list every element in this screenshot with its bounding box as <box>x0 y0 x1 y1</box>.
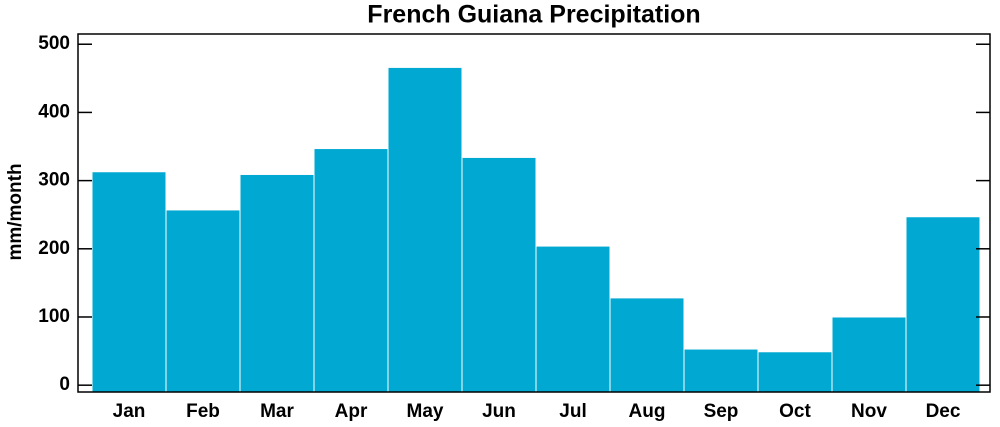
x-tick-label: Dec <box>926 401 961 422</box>
y-tick-label: 100 <box>38 306 70 327</box>
x-tick-label: Mar <box>260 401 294 422</box>
plot-frame <box>77 33 991 393</box>
bar <box>905 216 981 393</box>
y-tick-label: 0 <box>59 374 70 395</box>
x-tick-label: Jan <box>113 401 146 422</box>
x-tick-label: Aug <box>629 401 666 422</box>
y-tick-label: 400 <box>38 101 70 122</box>
x-tick-label: Oct <box>779 401 811 422</box>
x-tick-label: Feb <box>186 401 220 422</box>
x-tick-label: Sep <box>704 401 739 422</box>
bar <box>683 348 759 393</box>
x-tick-label: Jul <box>559 401 586 422</box>
bar <box>313 148 389 393</box>
x-tick-label: Jun <box>482 401 516 422</box>
chart-title: French Guiana Precipitation <box>367 1 700 29</box>
y-axis-label: mm/month <box>5 163 26 260</box>
bar <box>535 245 611 393</box>
y-tick-label: 200 <box>38 238 70 259</box>
bar <box>239 173 315 393</box>
x-tick-label: May <box>407 401 444 422</box>
x-tick-label: Nov <box>851 401 887 422</box>
y-tick-label: 300 <box>38 170 70 191</box>
bar <box>831 316 907 393</box>
bar <box>165 209 241 393</box>
bar <box>609 297 685 393</box>
y-tick-label: 500 <box>38 33 70 54</box>
x-tick-label: Apr <box>335 401 368 422</box>
bar <box>387 66 463 393</box>
bar <box>757 351 833 393</box>
bar <box>461 156 537 393</box>
bar <box>91 171 167 393</box>
